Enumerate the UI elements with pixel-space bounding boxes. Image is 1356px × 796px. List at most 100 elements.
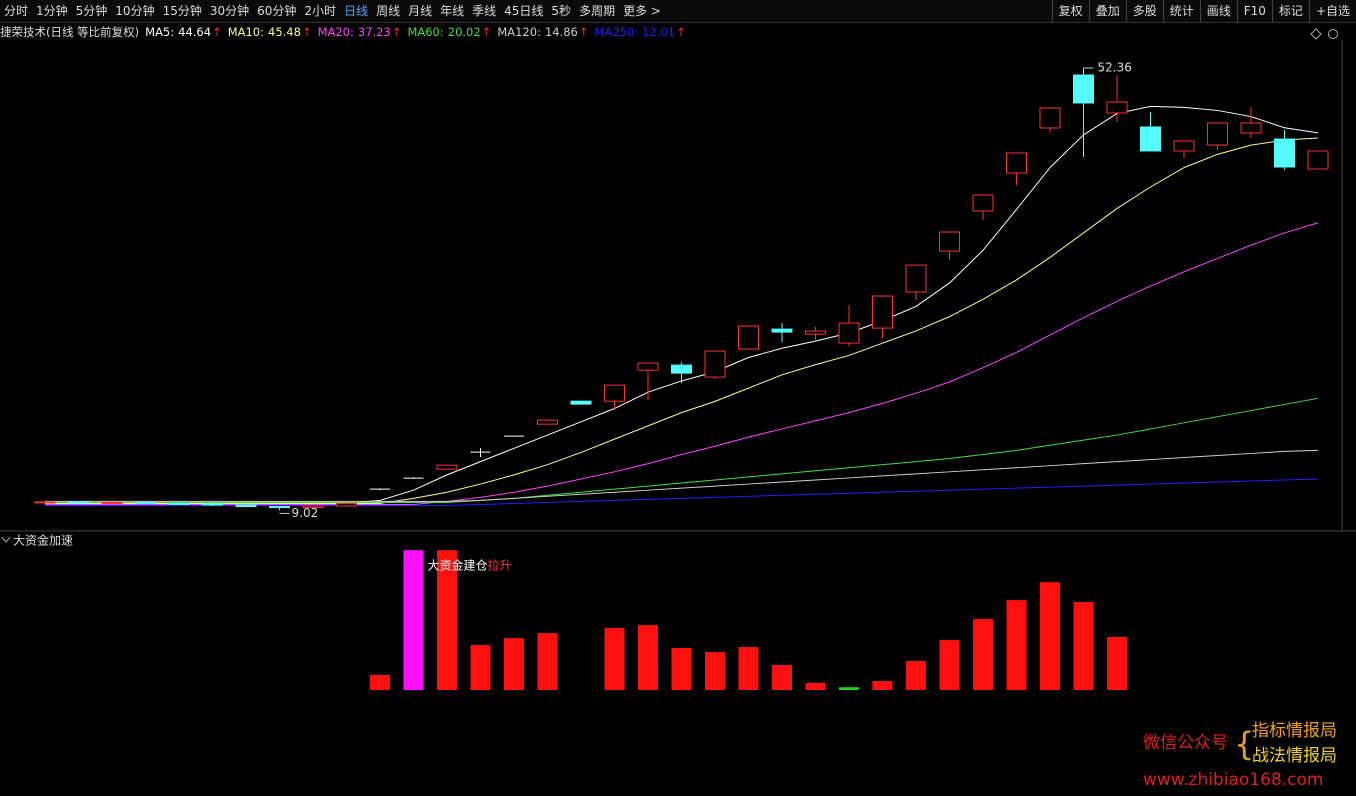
period-tab[interactable]: 45日线	[504, 4, 544, 18]
ma-value: 12.01	[642, 25, 676, 39]
bar	[1040, 582, 1060, 690]
candle-body	[168, 502, 190, 505]
ma-line	[45, 449, 1319, 502]
candle-body	[1240, 122, 1262, 134]
candle-body	[570, 400, 592, 405]
high-pointer	[1083, 67, 1094, 74]
bar	[504, 638, 524, 690]
ma-line	[45, 397, 1319, 503]
tool-button[interactable]: 复权	[1051, 0, 1089, 22]
bar	[872, 681, 893, 690]
low-label: 9.02	[292, 506, 319, 520]
bar	[1107, 637, 1127, 690]
period-tab[interactable]: 季线	[472, 4, 497, 18]
period-tab[interactable]: 多周期	[579, 4, 616, 18]
info-bar: 捷荣技术(日线 等比前复权) MA5: 44.64↑ MA10: 45.48↑ MA20…	[0, 23, 686, 41]
period-tab[interactable]: 5秒	[551, 4, 572, 18]
candle-body	[637, 362, 659, 371]
candle-body	[1274, 138, 1295, 168]
ma-arrow: ↑	[578, 25, 589, 39]
ma-value: 14.86	[544, 25, 578, 39]
bar	[973, 619, 993, 690]
annotation: 大资金建仓	[428, 558, 488, 573]
period-tab[interactable]: 5分钟	[75, 4, 108, 18]
ma-label: MA250:	[594, 25, 639, 39]
collapse-icon[interactable]	[1, 536, 11, 543]
tool-button[interactable]: 多股	[1125, 0, 1163, 22]
ma-value: 45.48	[268, 25, 301, 39]
candle-body	[269, 506, 290, 509]
candle-body	[704, 350, 726, 378]
ma-label: MA120:	[497, 25, 541, 39]
watermark-name: 战法情报局	[1252, 746, 1337, 766]
tool-button[interactable]: 标记	[1271, 0, 1309, 22]
ma-label: MA5:	[145, 25, 175, 39]
candle-body	[34, 501, 56, 504]
candle-body	[972, 194, 994, 212]
period-tab[interactable]: 更多 >	[623, 4, 661, 18]
period-tab[interactable]: 15分钟	[162, 4, 202, 18]
bar	[738, 647, 759, 690]
period-tab[interactable]: 月线	[408, 4, 433, 18]
candle-body	[135, 501, 156, 504]
tool-button[interactable]: 画线	[1199, 0, 1237, 22]
bar	[470, 645, 491, 690]
candle-body	[1006, 152, 1027, 174]
ma-label: MA20:	[317, 25, 354, 39]
candle-body	[671, 364, 692, 374]
period-tab[interactable]: 60分钟	[257, 4, 297, 18]
diamond-icon[interactable]	[1310, 28, 1322, 40]
bar	[370, 675, 390, 690]
candle-body	[302, 505, 324, 509]
ma-arrow: ↑	[481, 25, 492, 39]
candle-body	[604, 384, 625, 402]
bar	[1006, 600, 1027, 690]
candle-body	[838, 322, 860, 344]
bar	[671, 648, 692, 690]
watermark-name: 指标情报局	[1252, 721, 1337, 741]
candle-body	[101, 501, 123, 504]
ma-legend: MA5: 44.64↑	[145, 25, 222, 39]
ma-legend: MA60: 20.02↑	[407, 25, 491, 39]
candle-body	[939, 231, 960, 252]
watermark-brace: {	[1234, 725, 1254, 763]
watermark-url: www.zhibiao168.com	[1143, 770, 1323, 790]
period-tab[interactable]: 30分钟	[209, 4, 250, 18]
tool-buttons: 复权 叠加 多股 统计 画线 F10 标记 +自选	[1051, 0, 1356, 22]
candle-body	[68, 501, 89, 504]
period-tab[interactable]: 分时	[4, 4, 29, 18]
ma-arrow: ↑	[301, 25, 312, 39]
period-tab[interactable]: 1分钟	[36, 4, 68, 18]
tool-button[interactable]: 叠加	[1088, 0, 1126, 22]
period-tab[interactable]: 周线	[376, 4, 401, 18]
bar	[939, 640, 960, 690]
bar	[705, 652, 725, 690]
tool-button[interactable]: F10	[1236, 0, 1272, 22]
close-icon[interactable]	[1328, 29, 1338, 39]
candle-body	[1140, 126, 1161, 152]
candle-body	[1307, 150, 1329, 170]
ma-arrow: ↑	[391, 25, 402, 39]
candle-body	[202, 503, 223, 506]
candle-body	[436, 464, 458, 470]
ma-value: 37.23	[357, 25, 391, 39]
candle-body	[1106, 101, 1128, 114]
period-tabs: 分时 1分钟 5分钟 10分钟 15分钟 30分钟 60分钟 2小时 日线 周线 月线 年线 季线 45日…	[0, 0, 665, 22]
period-tab[interactable]: 2小时	[304, 4, 337, 18]
bar	[403, 550, 424, 690]
candle-body	[1073, 74, 1094, 104]
tool-button[interactable]: 统计	[1162, 0, 1200, 22]
period-tab[interactable]: 年线	[440, 4, 465, 18]
bar	[906, 661, 926, 690]
period-tab[interactable]: 日线	[344, 4, 369, 18]
tool-button[interactable]: +自选	[1308, 0, 1356, 22]
indicator-title: 大资金加速	[13, 533, 73, 548]
period-tab[interactable]: 10分钟	[115, 4, 155, 18]
ma-legend: MA250: 12.01↑	[595, 25, 686, 39]
stock-name: 捷荣技术(日线 等比前复权)	[0, 25, 140, 39]
bar	[537, 633, 558, 690]
annotation: 拉升	[488, 558, 512, 573]
bar	[772, 664, 792, 690]
